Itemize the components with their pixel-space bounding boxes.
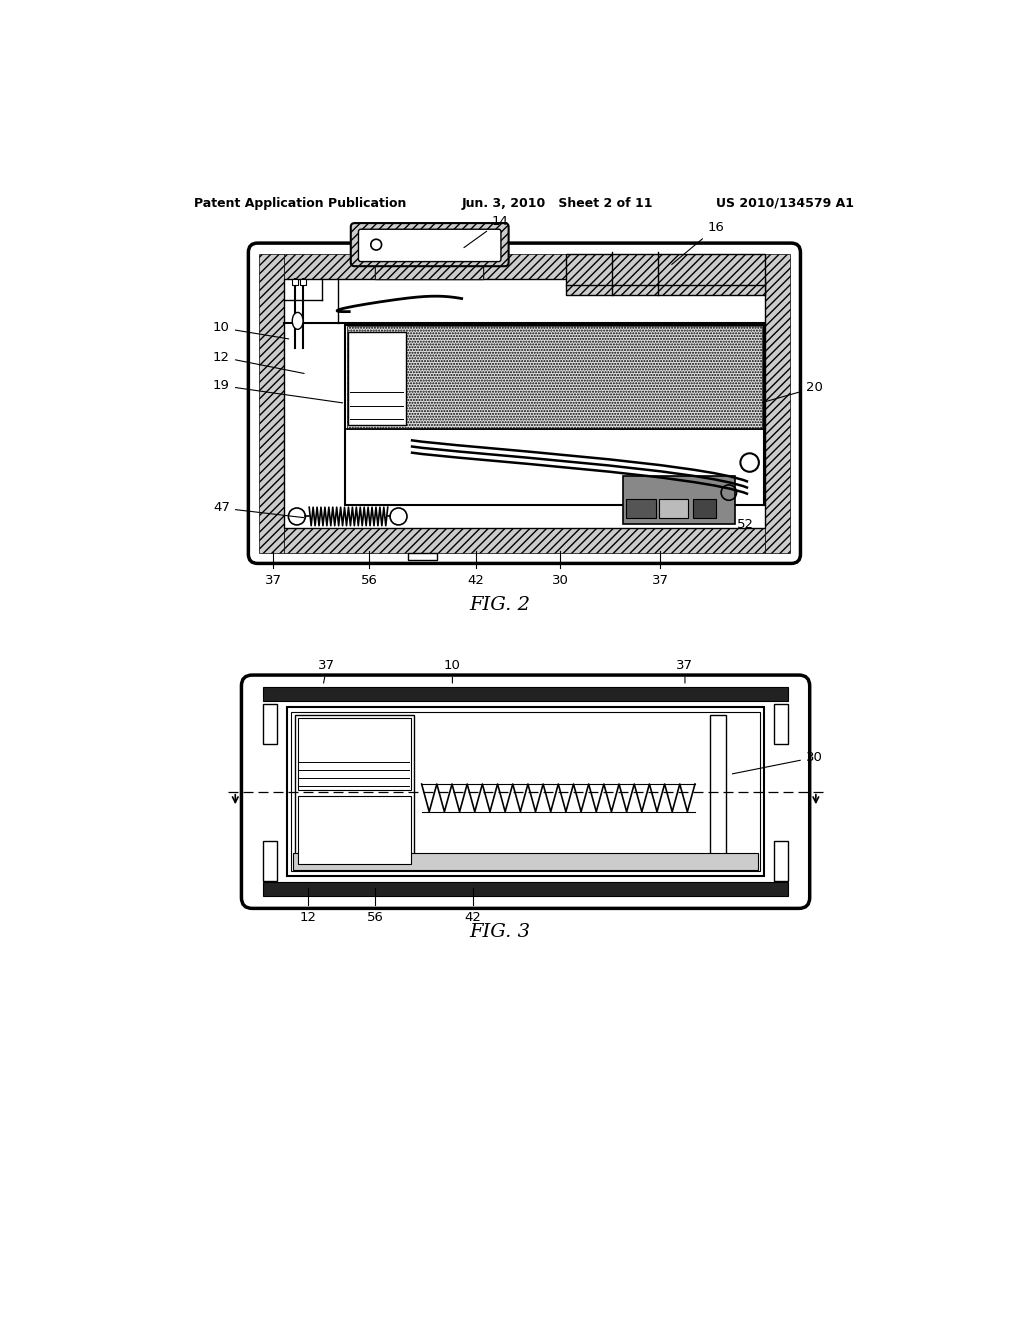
Text: 37: 37 xyxy=(318,659,336,684)
Bar xyxy=(300,279,306,285)
Text: 20: 20 xyxy=(762,381,822,403)
Bar xyxy=(284,528,765,553)
Bar xyxy=(774,841,788,880)
Text: 19: 19 xyxy=(213,379,343,403)
Bar xyxy=(692,499,716,517)
Bar xyxy=(658,499,688,517)
Text: 52: 52 xyxy=(731,519,754,535)
Bar xyxy=(284,253,765,279)
Bar xyxy=(627,499,655,517)
Text: 56: 56 xyxy=(360,574,378,587)
Text: US 2010/134579 A1: US 2010/134579 A1 xyxy=(717,197,854,210)
FancyBboxPatch shape xyxy=(249,243,801,564)
Text: 56: 56 xyxy=(367,911,384,924)
Text: Patent Application Publication: Patent Application Publication xyxy=(194,197,407,210)
Bar xyxy=(292,279,298,285)
Bar xyxy=(348,333,407,425)
Text: 47: 47 xyxy=(213,502,304,517)
Text: FIG. 2: FIG. 2 xyxy=(470,597,530,614)
FancyBboxPatch shape xyxy=(358,230,501,261)
Bar xyxy=(376,252,483,280)
Text: 37: 37 xyxy=(264,574,282,587)
Bar xyxy=(765,253,790,553)
Text: Jun. 3, 2010   Sheet 2 of 11: Jun. 3, 2010 Sheet 2 of 11 xyxy=(462,197,653,210)
Bar xyxy=(292,711,760,871)
Text: 42: 42 xyxy=(465,911,481,924)
Text: 14: 14 xyxy=(464,215,509,248)
Text: 37: 37 xyxy=(677,659,693,682)
Text: 30: 30 xyxy=(552,574,568,587)
Bar xyxy=(287,708,764,876)
Ellipse shape xyxy=(292,313,303,330)
Bar xyxy=(774,704,788,743)
FancyBboxPatch shape xyxy=(351,223,509,267)
Text: 10: 10 xyxy=(444,659,461,682)
Bar xyxy=(259,253,284,553)
Text: FIG. 3: FIG. 3 xyxy=(470,923,530,941)
Bar xyxy=(347,326,762,429)
Text: 30: 30 xyxy=(732,751,822,774)
Bar xyxy=(565,253,765,294)
Bar xyxy=(298,718,411,791)
Bar xyxy=(711,715,726,869)
Bar xyxy=(263,688,788,701)
Bar xyxy=(565,253,765,294)
Bar xyxy=(293,853,758,870)
Bar xyxy=(263,704,276,743)
Text: 42: 42 xyxy=(467,574,484,587)
Bar xyxy=(376,252,483,280)
Bar xyxy=(624,477,735,524)
Bar xyxy=(298,796,411,865)
Text: 10: 10 xyxy=(213,321,289,339)
Bar xyxy=(408,553,437,561)
Bar xyxy=(263,882,788,896)
Bar xyxy=(284,279,765,528)
FancyBboxPatch shape xyxy=(242,675,810,908)
Bar xyxy=(263,841,276,880)
Text: 12: 12 xyxy=(299,911,316,924)
Text: 16: 16 xyxy=(672,222,724,264)
Text: 12: 12 xyxy=(213,351,304,374)
Bar xyxy=(295,715,414,869)
Text: 37: 37 xyxy=(652,574,669,587)
Bar xyxy=(345,325,764,506)
